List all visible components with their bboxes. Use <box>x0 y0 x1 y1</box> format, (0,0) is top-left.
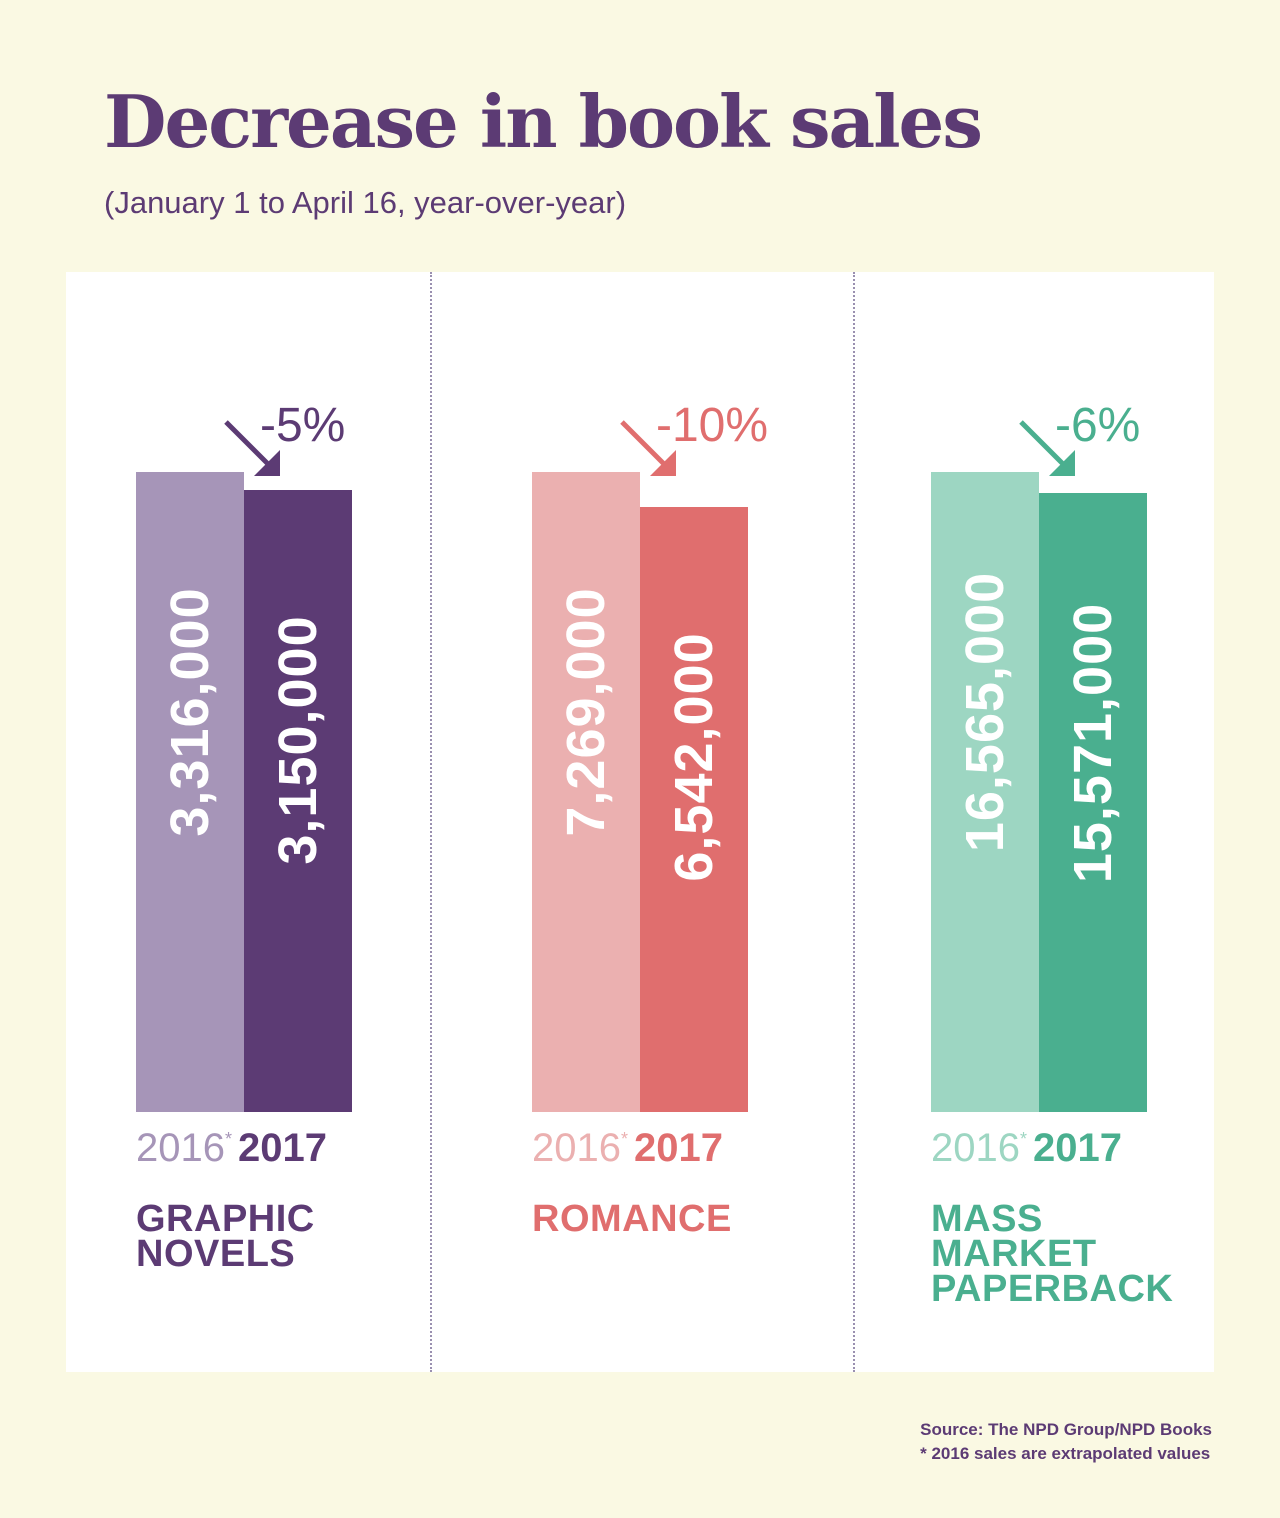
year-label-2016: 2016 <box>136 1126 225 1170</box>
group-divider <box>853 272 855 1372</box>
bar-value-label: 3,150,000 <box>268 615 328 865</box>
percent-change-label: -6% <box>1055 399 1141 452</box>
group-divider <box>430 272 432 1372</box>
bar-mass-market-paperback-2017: 15,571,000 <box>1039 493 1147 1112</box>
bar-value-label: 15,571,000 <box>1063 602 1123 884</box>
down-arrow-icon <box>620 420 676 476</box>
down-arrow-icon <box>224 420 280 476</box>
footnote-marker: * <box>1019 1129 1027 1149</box>
footnote-text: * 2016 sales are extrapolated values <box>920 1444 1211 1463</box>
chart-subtitle: (January 1 to April 16, year-over-year) <box>104 185 627 220</box>
bar-romance-2016: 7,269,000 <box>532 472 640 1112</box>
year-label-2017: 2017 <box>634 1126 723 1170</box>
bar-value-label: 3,316,000 <box>160 587 220 837</box>
bar-value-label: 7,269,000 <box>556 587 616 837</box>
year-label-2016: 2016 <box>931 1126 1020 1170</box>
down-arrow-icon <box>1019 420 1075 476</box>
bar-mass-market-paperback-2016: 16,565,000 <box>931 472 1039 1112</box>
percent-change-label: -5% <box>260 399 346 452</box>
source-note: Source: The NPD Group/NPD Books * 2016 s… <box>920 1418 1212 1466</box>
year-label-2017: 2017 <box>238 1126 327 1170</box>
bar-value-label: 6,542,000 <box>664 632 724 882</box>
category-label-line: ROMANCE <box>532 1198 732 1240</box>
bar-group-romance: 7,269,000 6,542,000 -10% 2016* 2017 ROMANCE <box>532 272 892 1372</box>
footnote-marker: * <box>620 1129 628 1149</box>
category-label-romance: ROMANCE <box>532 1198 832 1240</box>
bar-graphic-novels-2017: 3,150,000 <box>244 490 352 1112</box>
footnote-marker: * <box>224 1129 232 1149</box>
category-label-line: PAPERBACK <box>931 1268 1174 1310</box>
category-label-mass-market-paperback: MASS MARKET PAPERBACK <box>931 1198 1231 1310</box>
year-label-2016: 2016 <box>532 1126 621 1170</box>
percent-change-label: -10% <box>656 399 769 452</box>
category-label-line: MASS <box>931 1198 1043 1240</box>
year-labels: 2016* 2017 <box>931 1128 1122 1168</box>
source-text: Source: The NPD Group/NPD Books <box>920 1420 1212 1439</box>
year-label-2017: 2017 <box>1033 1126 1122 1170</box>
bar-group-graphic-novels: 3,316,000 3,150,000 -5% 2016* 2017 GRAPHIC NOV… <box>136 272 496 1372</box>
category-label-line: GRAPHIC <box>136 1198 315 1240</box>
bar-graphic-novels-2016: 3,316,000 <box>136 472 244 1112</box>
bar-group-mass-market-paperback: 16,565,000 15,571,000 -6% 2016* 2017 MASS MARK… <box>931 272 1280 1372</box>
category-label-graphic-novels: GRAPHIC NOVELS <box>136 1198 436 1275</box>
bar-romance-2017: 6,542,000 <box>640 507 748 1112</box>
chart-title: Decrease in book sales <box>104 79 983 164</box>
year-labels: 2016* 2017 <box>532 1128 723 1168</box>
category-label-line: MARKET <box>931 1233 1097 1275</box>
category-label-line: NOVELS <box>136 1233 296 1275</box>
year-labels: 2016* 2017 <box>136 1128 327 1168</box>
chart-panel: 3,316,000 3,150,000 -5% 2016* 2017 GRAPHIC NOV… <box>66 272 1214 1372</box>
bar-value-label: 16,565,000 <box>955 571 1015 853</box>
